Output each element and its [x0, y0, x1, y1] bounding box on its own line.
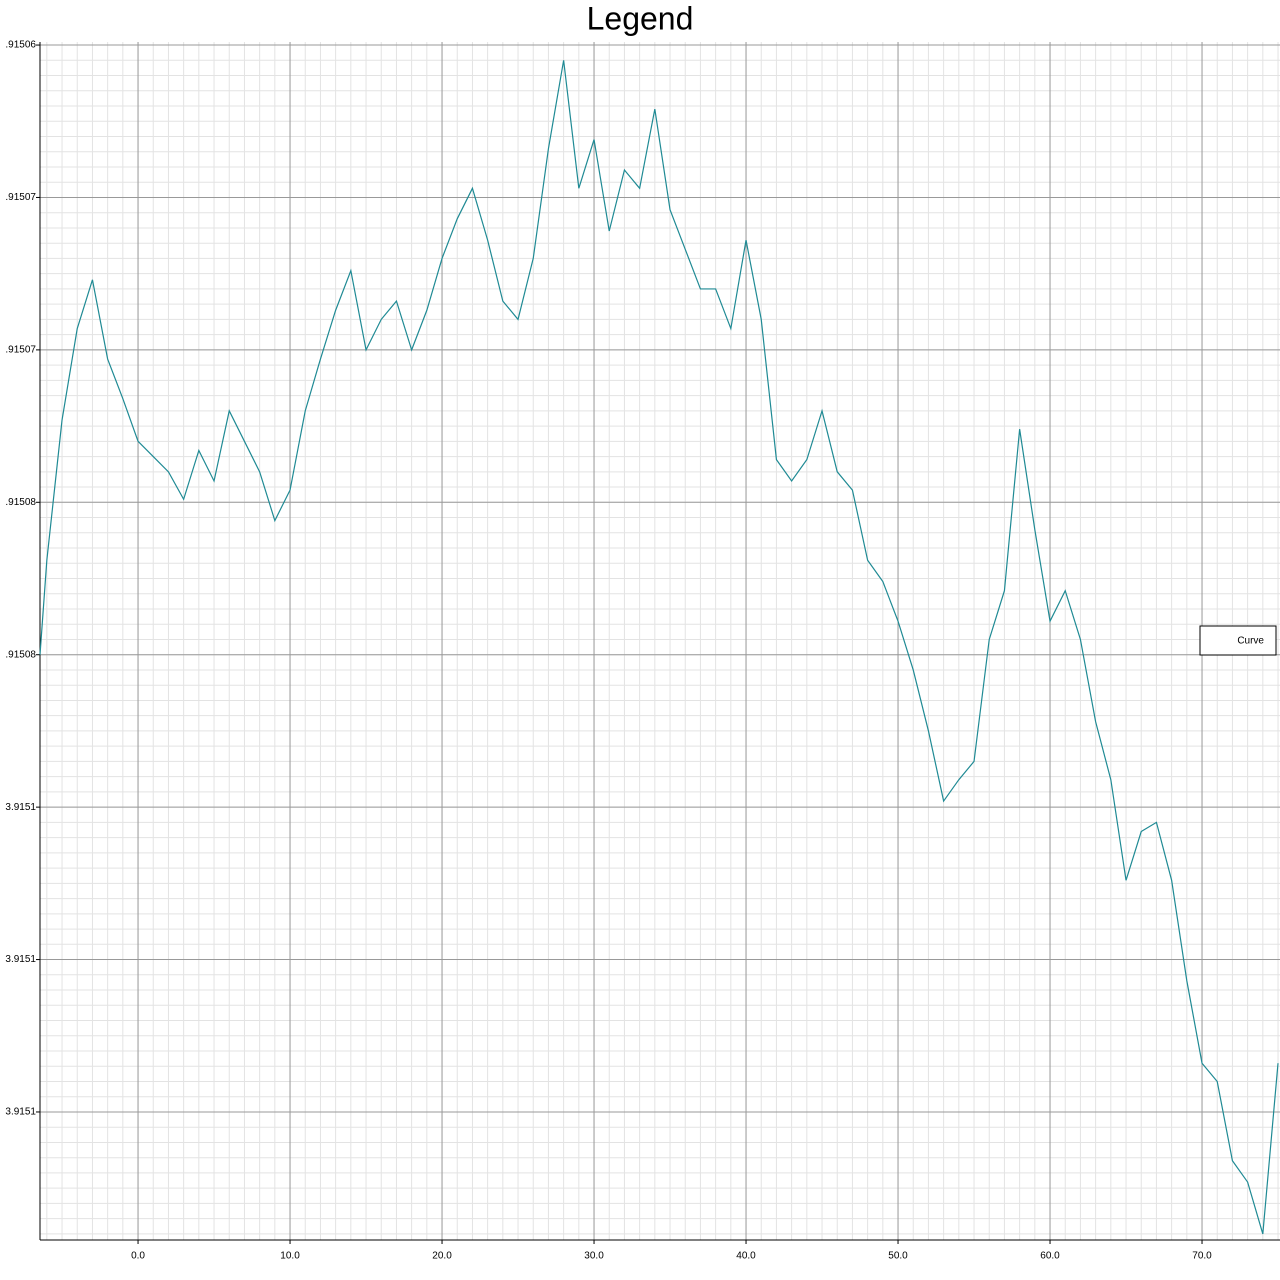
x-tick-label: 70.0: [1192, 1251, 1212, 1262]
y-tick-label: .91507: [5, 345, 36, 356]
y-tick-label: .91506: [5, 40, 36, 51]
x-tick-label: 40.0: [736, 1251, 756, 1262]
x-tick-label: 30.0: [584, 1251, 604, 1262]
y-tick-label: .91508: [5, 649, 36, 660]
y-tick-label: .91508: [5, 497, 36, 508]
chart-title: Legend: [587, 0, 694, 36]
data-line: [39, 60, 1279, 1235]
x-tick-label: 10.0: [280, 1251, 300, 1262]
y-tick-label: 3.9151: [5, 954, 36, 965]
legend-box: [1199, 625, 1277, 656]
y-tick-label: 3.9151: [5, 802, 36, 813]
legend: Curve: [1199, 625, 1277, 656]
x-tick-label: 0.0: [131, 1251, 145, 1262]
x-tick-label: 20.0: [432, 1251, 452, 1262]
x-tick-label: 50.0: [888, 1251, 908, 1262]
grid: [40, 42, 1280, 1240]
y-tick-label: 3.9151: [5, 1107, 36, 1118]
legend-label: Curve: [1237, 636, 1264, 647]
y-tick-label: .91507: [5, 192, 36, 203]
x-tick-label: 60.0: [1040, 1251, 1060, 1262]
